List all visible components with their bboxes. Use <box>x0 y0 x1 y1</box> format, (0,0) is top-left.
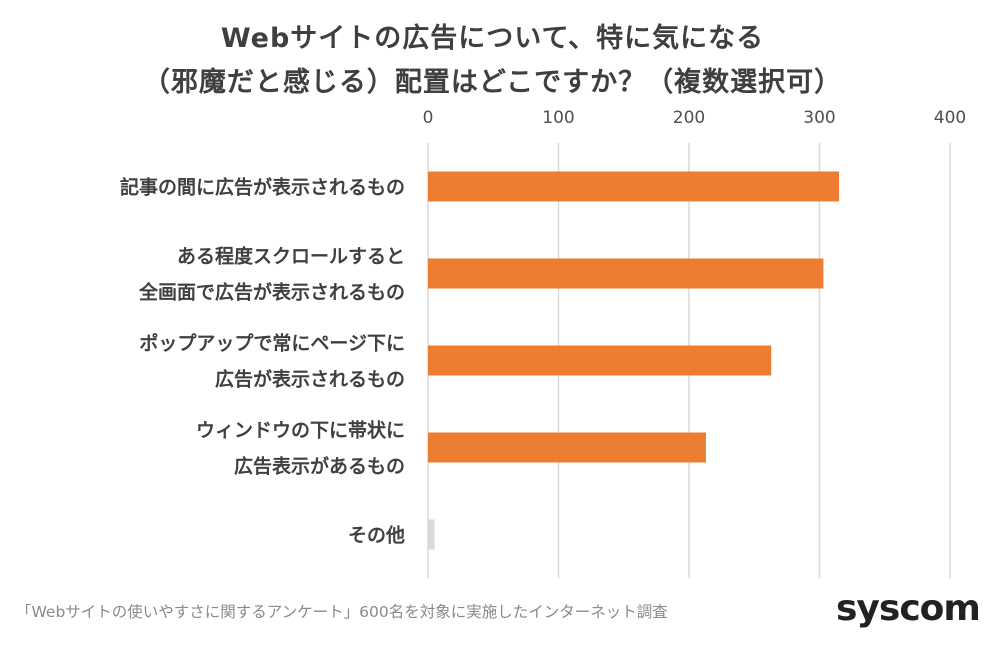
bar <box>428 345 772 376</box>
category-label: その他 <box>348 524 405 547</box>
category-label: 広告表示があるもの <box>234 455 405 478</box>
category-label: 全画面で広告が表示されるもの <box>138 281 405 304</box>
bar <box>428 171 840 202</box>
x-tick-label: 0 <box>423 108 434 128</box>
survey-note: 「Webサイトの使いやすさに関するアンケート」600名を対象に実施したインターネ… <box>16 603 668 621</box>
category-label: 記事の間に広告が表示されるもの <box>120 176 405 199</box>
category-label: ある程度スクロールすると <box>177 245 405 268</box>
chart-title-line-1: Webサイトの広告について、特に気になる <box>220 23 765 54</box>
x-tick-label: 100 <box>542 108 574 128</box>
category-label: ポップアップで常にページ下に <box>139 332 405 355</box>
x-tick-label: 200 <box>673 108 705 128</box>
x-tick-label: 400 <box>934 108 966 128</box>
bar <box>428 519 435 550</box>
bar <box>428 432 706 463</box>
category-label: ウィンドウの下に帯状に <box>196 419 405 442</box>
category-label: 広告が表示されるもの <box>215 368 405 391</box>
x-tick-label: 300 <box>803 108 835 128</box>
bar <box>428 258 824 289</box>
chart-title-line-2: （邪魔だと感じる）配置はどこですか？（複数選択可） <box>142 67 843 98</box>
brand-logo: syscom <box>836 588 981 629</box>
